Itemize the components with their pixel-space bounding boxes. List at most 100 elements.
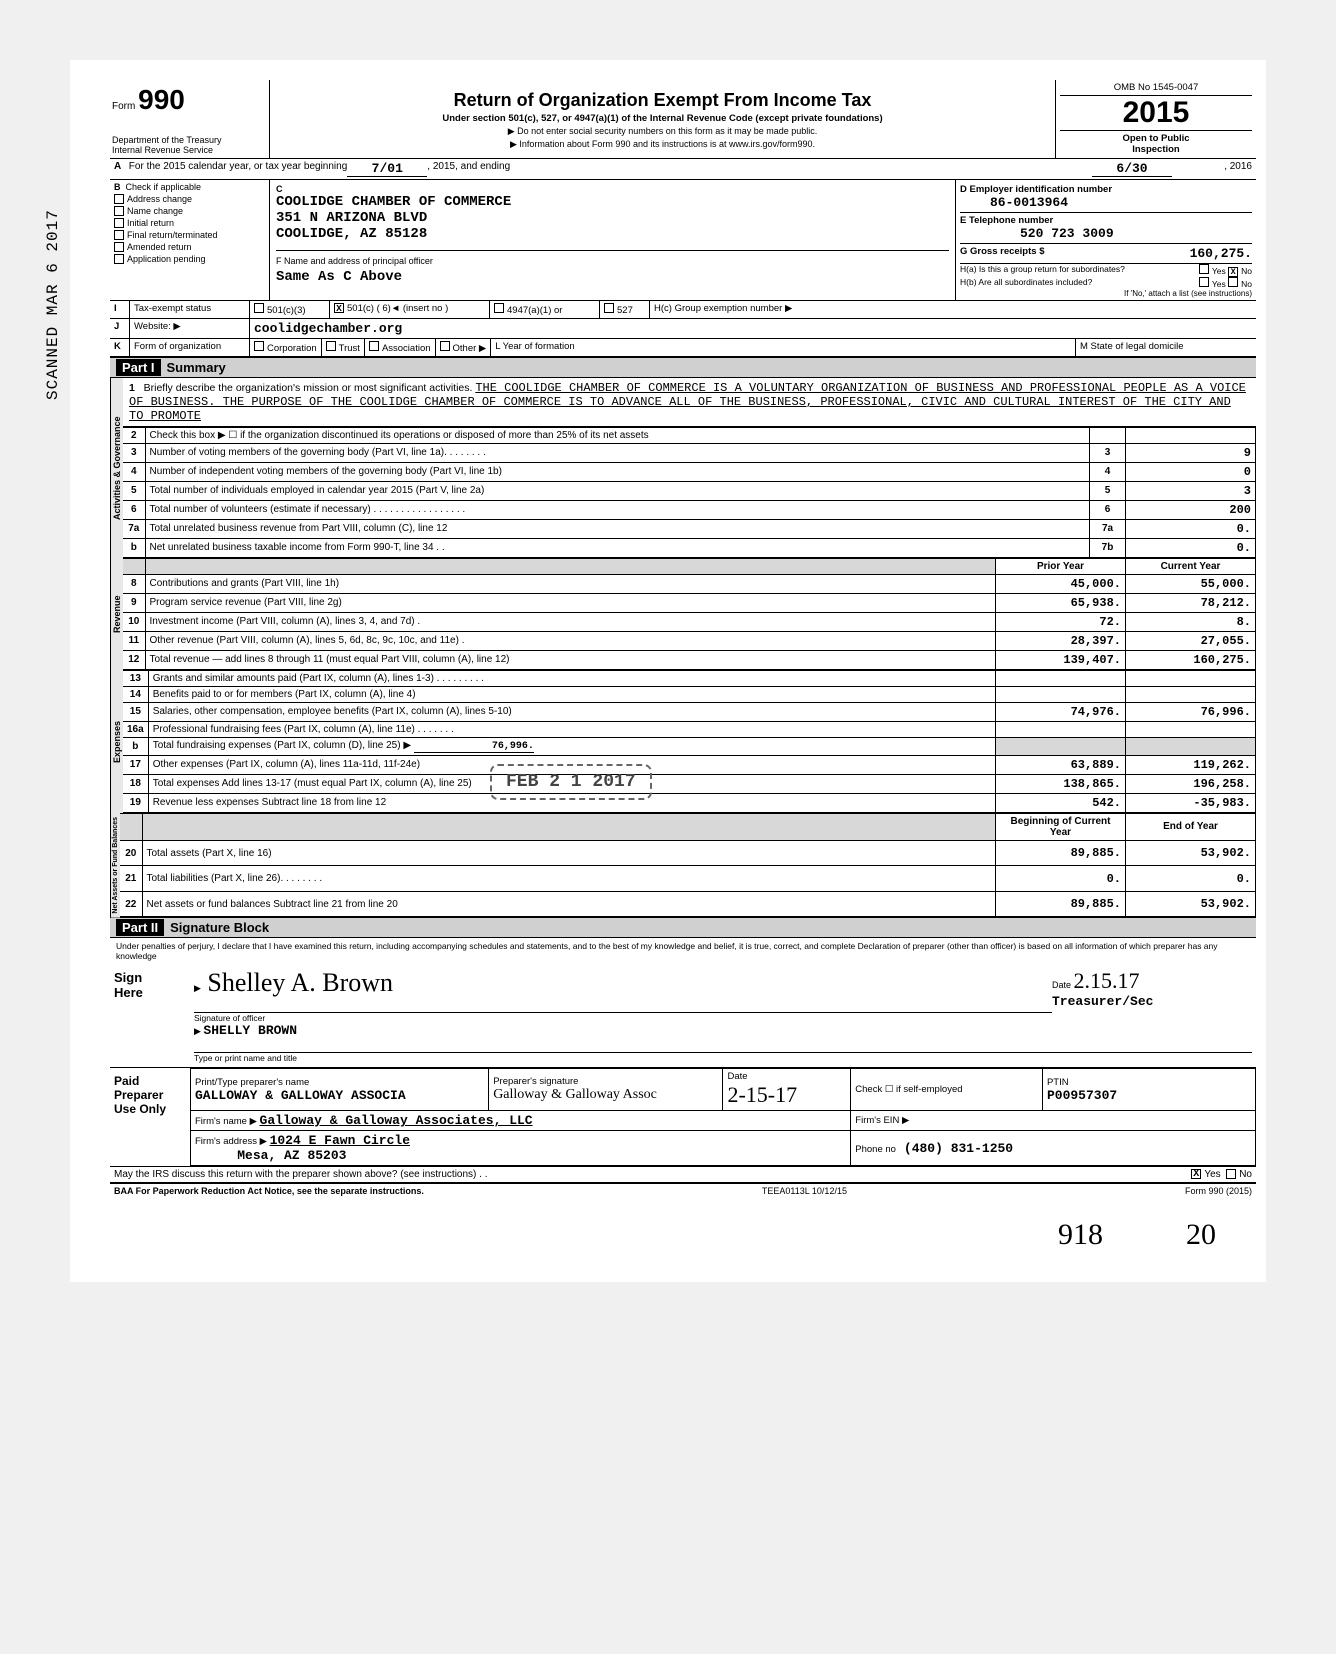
label-j: J [110, 319, 130, 338]
prior-val: 542. [996, 793, 1126, 812]
row-val: 0. [1126, 538, 1256, 557]
address-block: B Check if applicable Address change Nam… [110, 180, 1256, 301]
chk-pending[interactable] [114, 254, 124, 264]
netassets-table: Beginning of Current Year End of Year 20… [120, 813, 1256, 918]
chk-501c[interactable]: X [334, 303, 344, 313]
footer-right: Form 990 (2015) [1185, 1186, 1252, 1196]
curr-val: 8. [1126, 612, 1256, 631]
current-year-hdr: Current Year [1126, 558, 1256, 574]
row-txt: Grants and similar amounts paid (Part IX… [148, 670, 995, 686]
prior-val: 28,397. [996, 631, 1126, 650]
part1-title: Summary [167, 360, 226, 375]
preparer-table: Print/Type preparer's nameGALLOWAY & GAL… [190, 1068, 1256, 1166]
ha-yes[interactable] [1199, 264, 1209, 274]
ha-label: H(a) Is this a group return for subordin… [960, 264, 1125, 277]
curr-val: 0. [1126, 866, 1256, 892]
sign-here-label: Sign Here [110, 964, 190, 1067]
line-a: A For the 2015 calendar year, or tax yea… [110, 159, 1256, 180]
prep-sig-lbl: Preparer's signature [493, 1076, 578, 1087]
curr-val: 53,902. [1126, 840, 1256, 866]
row-num: 11 [123, 631, 145, 650]
col-b: B Check if applicable Address change Nam… [110, 180, 270, 300]
opt-527: 527 [617, 305, 633, 316]
row-val [1126, 427, 1256, 443]
opt-assoc: Association [382, 343, 431, 354]
part2-title: Signature Block [170, 920, 269, 935]
chk-initial[interactable] [114, 218, 124, 228]
discuss-yes-lbl: Yes [1204, 1169, 1220, 1180]
preparer-row: Paid Preparer Use Only Print/Type prepar… [110, 1068, 1256, 1167]
hb-yes[interactable] [1199, 277, 1209, 287]
part1-label: Part I [116, 359, 161, 376]
officer-title: Treasurer/Sec [1052, 994, 1252, 1009]
opt-4947: 4947(a)(1) or [507, 305, 562, 316]
row-num: 20 [120, 840, 142, 866]
discuss-row: May the IRS discuss this return with the… [110, 1167, 1256, 1183]
row-num: b [123, 538, 145, 557]
header-left: Form 990 Department of the Treasury Inte… [110, 80, 270, 158]
prior-year-hdr: Prior Year [996, 558, 1126, 574]
row-txt: Number of voting members of the governin… [145, 443, 1090, 462]
chk-4947[interactable] [494, 303, 504, 313]
opt-initial: Initial return [127, 218, 174, 228]
ha-no[interactable]: X [1228, 267, 1238, 277]
chk-assoc[interactable] [369, 341, 379, 351]
end-year-hdr: End of Year [1126, 813, 1256, 840]
note-info: ▶ Information about Form 990 and its ins… [276, 139, 1049, 150]
row-box: 4 [1090, 462, 1126, 481]
form-number: 990 [138, 84, 185, 115]
side-revenue: Revenue [110, 558, 123, 670]
row-box: 7b [1090, 538, 1126, 557]
opt-trust: Trust [339, 343, 360, 354]
row-box: 7a [1090, 519, 1126, 538]
chk-final[interactable] [114, 230, 124, 240]
scanned-stamp: SCANNED MAR 6 2017 [44, 209, 62, 400]
form-title: Return of Organization Exempt From Incom… [276, 90, 1049, 111]
curr-val: -35,983. [1126, 793, 1256, 812]
chk-address-change[interactable] [114, 194, 124, 204]
officer-name: SHELLY BROWN [203, 1023, 297, 1038]
side-expenses: Expenses [110, 670, 123, 813]
chk-501c3[interactable] [254, 303, 264, 313]
row-num: 22 [120, 891, 142, 917]
curr-val: 119,262. [1126, 755, 1256, 774]
prior-val: 139,407. [996, 650, 1126, 669]
chk-trust[interactable] [326, 341, 336, 351]
chk-corp[interactable] [254, 341, 264, 351]
discuss-no[interactable] [1226, 1169, 1236, 1179]
chk-527[interactable] [604, 303, 614, 313]
row-num: 8 [123, 574, 145, 593]
part2-label: Part II [116, 919, 164, 936]
row-val: 9 [1126, 443, 1256, 462]
linea-text1: For the 2015 calendar year, or tax year … [129, 161, 347, 177]
row-num: 5 [123, 481, 145, 500]
row-txt: Net assets or fund balances Subtract lin… [142, 891, 996, 917]
row-num: 21 [120, 866, 142, 892]
discuss-yes[interactable]: X [1191, 1169, 1201, 1179]
received-stamp: FEB 2 1 2017 [490, 764, 652, 800]
hc-label: H(c) Group exemption number ▶ [650, 301, 1256, 318]
opt-amended: Amended return [127, 242, 192, 252]
row-num: 16a [123, 721, 148, 737]
telephone: 520 723 3009 [960, 226, 1114, 241]
hb-no[interactable] [1228, 277, 1238, 287]
label-e: E Telephone number [960, 215, 1053, 226]
form-subtitle: Under section 501(c), 527, or 4947(a)(1)… [276, 113, 1049, 124]
prior-val: 89,885. [996, 891, 1126, 917]
curr-val: 76,996. [1126, 702, 1256, 721]
row-num: 19 [123, 793, 148, 812]
label-k: K [110, 339, 130, 356]
curr-val [1126, 686, 1256, 702]
chk-name-change[interactable] [114, 206, 124, 216]
tax-exempt-status-lbl: Tax-exempt status [130, 301, 250, 318]
row-txt: Program service revenue (Part VIII, line… [145, 593, 996, 612]
chk-other[interactable] [440, 341, 450, 351]
curr-val: 53,902. [1126, 891, 1256, 917]
linea-mid: , 2015, and ending [427, 161, 510, 177]
chk-amended[interactable] [114, 242, 124, 252]
row-txt: Net unrelated business taxable income fr… [145, 538, 1090, 557]
self-employed: Check ☐ if self-employed [851, 1069, 1043, 1111]
col-d: D Employer identification number 86-0013… [956, 180, 1256, 300]
officer-signature: Shelley A. Brown [201, 968, 393, 997]
row-txt: Total revenue — add lines 8 through 11 (… [145, 650, 996, 669]
